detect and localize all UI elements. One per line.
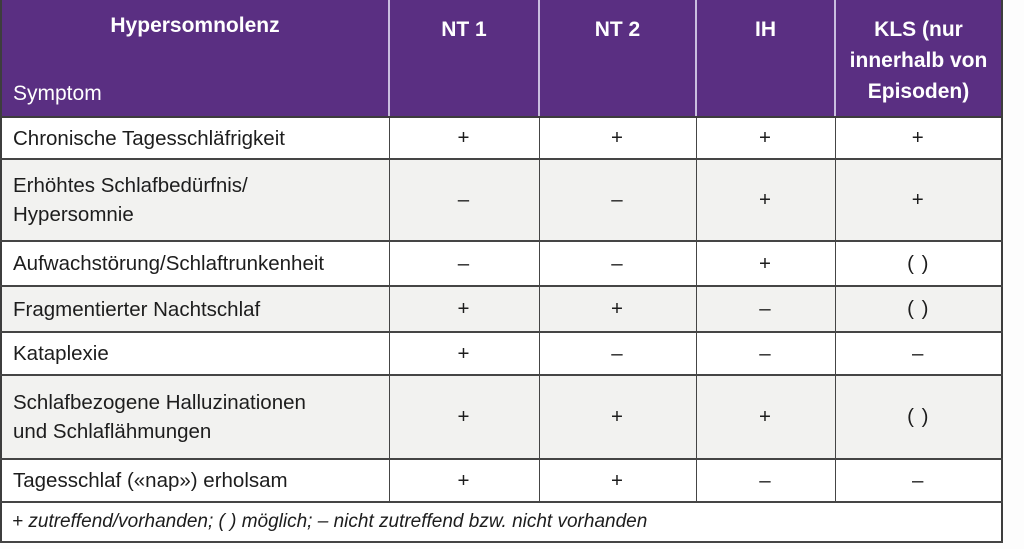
- cell-nt2: +: [538, 458, 697, 503]
- header-cell-nt2: NT 2: [538, 0, 696, 118]
- cell-nt2: –: [538, 158, 697, 242]
- symptom-name: Chronische Tagesschläfrigkeit: [0, 116, 390, 160]
- table-row: Fragmentierter Nachtschlaf + + – ( ): [0, 285, 1003, 333]
- cell-nt1: +: [388, 285, 540, 333]
- cell-nt1: +: [388, 374, 540, 460]
- table-header: Hypersomnolenz Symptom NT 1 NT 2 IH KLS …: [1, 0, 1002, 118]
- cell-ih: +: [695, 158, 836, 242]
- symptom-name: Kataplexie: [0, 331, 390, 376]
- table-row: Kataplexie + – – –: [0, 331, 1003, 376]
- cell-nt1: +: [388, 458, 540, 503]
- symptom-name: Tagesschlaf («nap») erholsam: [0, 458, 390, 503]
- legend-text: + zutreffend/vorhanden; ( ) möglich; – n…: [0, 501, 1003, 543]
- cell-kls: ( ): [834, 285, 1003, 333]
- cell-ih: +: [695, 374, 836, 460]
- cell-kls: –: [834, 458, 1003, 503]
- cell-nt2: –: [538, 240, 697, 287]
- cell-ih: –: [695, 458, 836, 503]
- symptom-name: Fragmentierter Nachtschlaf: [0, 285, 390, 333]
- symptom-column-label: Symptom: [13, 82, 102, 105]
- hypersomnolence-symptom-table: Hypersomnolenz Symptom NT 1 NT 2 IH KLS …: [0, 0, 1003, 543]
- column-header-nt2: NT 2: [594, 18, 641, 41]
- header-cell-kls: KLS (nur innerhalb von Episoden): [834, 0, 1002, 118]
- table-row: Aufwachstörung/Schlaftrunkenheit – – + (…: [0, 240, 1003, 287]
- cell-ih: +: [695, 240, 836, 287]
- cell-kls: +: [834, 158, 1003, 242]
- table-row: Chronische Tagesschläfrigkeit + + + +: [0, 116, 1003, 160]
- cell-nt1: –: [388, 158, 540, 242]
- header-row: Hypersomnolenz Symptom NT 1 NT 2 IH KLS …: [1, 0, 1002, 118]
- column-header-ih: IH: [755, 18, 776, 41]
- cell-nt1: +: [388, 116, 540, 160]
- table-row: Tagesschlaf («nap») erholsam + + – –: [0, 458, 1003, 503]
- column-header-kls: KLS (nur innerhalb von Episoden): [849, 18, 988, 103]
- cell-nt2: –: [538, 331, 697, 376]
- table-body: Chronische Tagesschläfrigkeit + + + + Er…: [0, 116, 1003, 543]
- cell-nt2: +: [538, 285, 697, 333]
- table-group-title: Hypersomnolenz: [110, 14, 280, 37]
- symptom-name: Aufwachstörung/Schlaftrunkenheit: [0, 240, 390, 287]
- cell-kls: ( ): [834, 240, 1003, 287]
- cell-kls: ( ): [834, 374, 1003, 460]
- cell-nt1: –: [388, 240, 540, 287]
- column-header-nt1: NT 1: [441, 18, 487, 41]
- cell-nt2: +: [538, 116, 697, 160]
- cell-ih: –: [695, 285, 836, 333]
- header-cell-ih: IH: [695, 0, 835, 118]
- cell-nt2: +: [538, 374, 697, 460]
- cell-kls: –: [834, 331, 1003, 376]
- legend-row: + zutreffend/vorhanden; ( ) möglich; – n…: [0, 501, 1003, 543]
- symptom-name: Schlafbezogene Halluzinationen und Schla…: [0, 374, 390, 460]
- cell-kls: +: [834, 116, 1003, 160]
- header-cell-symptom: Hypersomnolenz Symptom: [1, 0, 389, 118]
- cell-nt1: +: [388, 331, 540, 376]
- table-row: Schlafbezogene Halluzinationen und Schla…: [0, 374, 1003, 460]
- header-cell-nt1: NT 1: [388, 0, 539, 118]
- cell-ih: –: [695, 331, 836, 376]
- table-row: Erhöhtes Schlafbedürfnis/ Hypersomnie – …: [0, 158, 1003, 242]
- cell-ih: +: [695, 116, 836, 160]
- symptom-name: Erhöhtes Schlafbedürfnis/ Hypersomnie: [0, 158, 390, 242]
